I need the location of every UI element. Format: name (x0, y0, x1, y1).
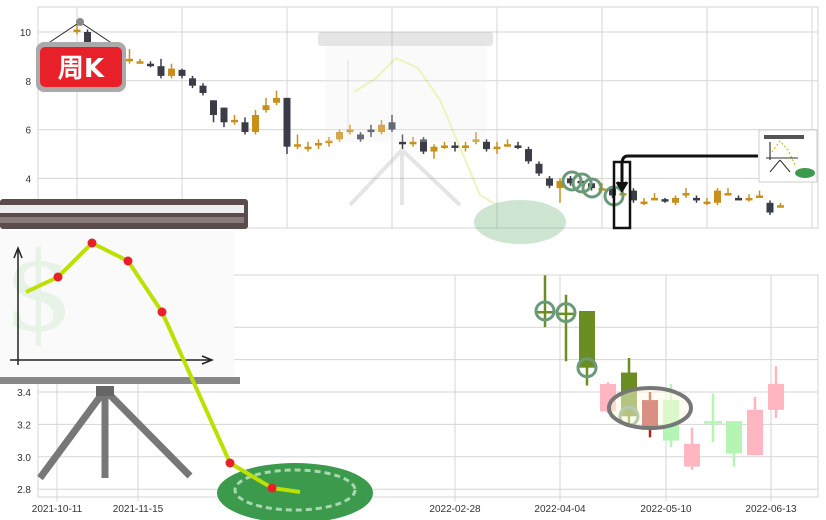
candle-body (546, 178, 553, 186)
candle-body (766, 202, 774, 213)
candle-body (726, 421, 742, 454)
candle-body (724, 193, 732, 196)
candle-body (304, 146, 312, 150)
highlight-ellipse (607, 386, 693, 430)
candle-body (262, 105, 270, 111)
candle-body (661, 199, 669, 202)
candle-marker-circle (555, 302, 577, 324)
candle-body (84, 32, 91, 50)
candle-body (651, 197, 658, 201)
candle-body (252, 114, 259, 133)
candle-body (210, 100, 217, 115)
candle-body (441, 145, 448, 148)
candle-body (504, 144, 511, 147)
candle-body (745, 197, 753, 201)
bottom-y-tick-label: 3.2 (17, 420, 31, 431)
candle-body (535, 163, 543, 174)
candle-body (189, 78, 196, 86)
candle-body (557, 312, 575, 316)
candle-body (567, 178, 574, 184)
bottom-x-tick-label: 2022-02-28 (429, 504, 481, 515)
candle-body (199, 85, 207, 93)
candle-body (346, 129, 354, 133)
candle-body (525, 149, 532, 162)
candle-body (672, 197, 679, 203)
bottom-y-tick-label: 3.0 (17, 453, 31, 464)
candle-body (556, 180, 564, 189)
candle-body (73, 29, 81, 33)
candle-body (579, 311, 595, 368)
bottom-y-tick-label: 2.8 (17, 485, 31, 496)
candle-body (409, 141, 417, 145)
candle-body (483, 141, 490, 150)
candle-body (493, 146, 501, 150)
candle-body (315, 143, 322, 146)
candle-body (704, 421, 722, 424)
svg-text:$: $ (4, 228, 74, 356)
candle-body (472, 139, 480, 142)
whiteboard-illustration: $ (0, 199, 373, 520)
candle-body (136, 61, 144, 64)
top-chart-candles (73, 24, 784, 215)
candle-body (430, 146, 438, 152)
candle-body (420, 139, 427, 152)
candle-body (157, 66, 165, 76)
candle-body (682, 193, 690, 196)
bottom-plot-frame (37, 274, 819, 498)
candle-body (367, 129, 375, 133)
candle-body (325, 140, 333, 144)
bottom-x-tick-label: 2022-06-13 (745, 504, 797, 515)
candle-body (703, 201, 711, 205)
candle-body (514, 145, 522, 148)
candle-body (178, 69, 186, 76)
candle-body (168, 68, 175, 76)
candle-body (451, 145, 459, 148)
bottom-y-tick-label: 3.4 (17, 388, 31, 399)
weekly-k-badge (36, 18, 126, 92)
faded-whiteboard-illustration (318, 32, 566, 244)
candle-body (388, 122, 396, 130)
arrow-callout (612, 154, 758, 230)
candle-body (609, 188, 616, 196)
candle-body (640, 201, 648, 205)
bottom-chart-candles (534, 275, 784, 470)
top-plot-frame (37, 6, 819, 229)
bottom-x-tick-label: 2022-04-04 (534, 504, 586, 515)
candle-body (378, 124, 385, 133)
candle-marker-circle (534, 300, 556, 322)
top-y-tick-label: 6 (25, 126, 31, 137)
candle-body (294, 144, 301, 147)
candle-body (693, 197, 700, 201)
candle-body (220, 107, 228, 123)
candle-body (536, 311, 554, 314)
candle-body (756, 195, 763, 198)
top-y-tick-label: 8 (25, 77, 31, 88)
candle-body (768, 383, 784, 410)
top-y-tick-label: 4 (25, 174, 31, 185)
candle-body (684, 443, 700, 467)
candle-body (462, 145, 469, 148)
candle-body (147, 63, 154, 67)
candle-body (630, 190, 637, 201)
candle-body (126, 58, 133, 62)
candle-body (714, 190, 721, 203)
candle-body (336, 132, 343, 140)
candle-body (241, 122, 249, 133)
candle-body (357, 134, 364, 140)
bottom-x-tick-label: 2021-11-15 (113, 504, 164, 515)
weekly-k-label: 周K (58, 54, 105, 84)
candle-body (777, 205, 784, 208)
bottom-x-tick-label: 2022-05-10 (640, 504, 692, 515)
candle-body (399, 141, 406, 145)
candle-body (747, 409, 763, 456)
candle-marker-circle (576, 357, 598, 379)
candle-body (735, 197, 742, 201)
candle-body (273, 97, 280, 103)
mini-whiteboard-thumbnail (758, 129, 818, 183)
candle-body (283, 97, 291, 147)
top-y-tick-label: 10 (20, 28, 32, 39)
bottom-x-tick-label: 2021-10-11 (32, 504, 83, 515)
candle-body (231, 119, 238, 123)
